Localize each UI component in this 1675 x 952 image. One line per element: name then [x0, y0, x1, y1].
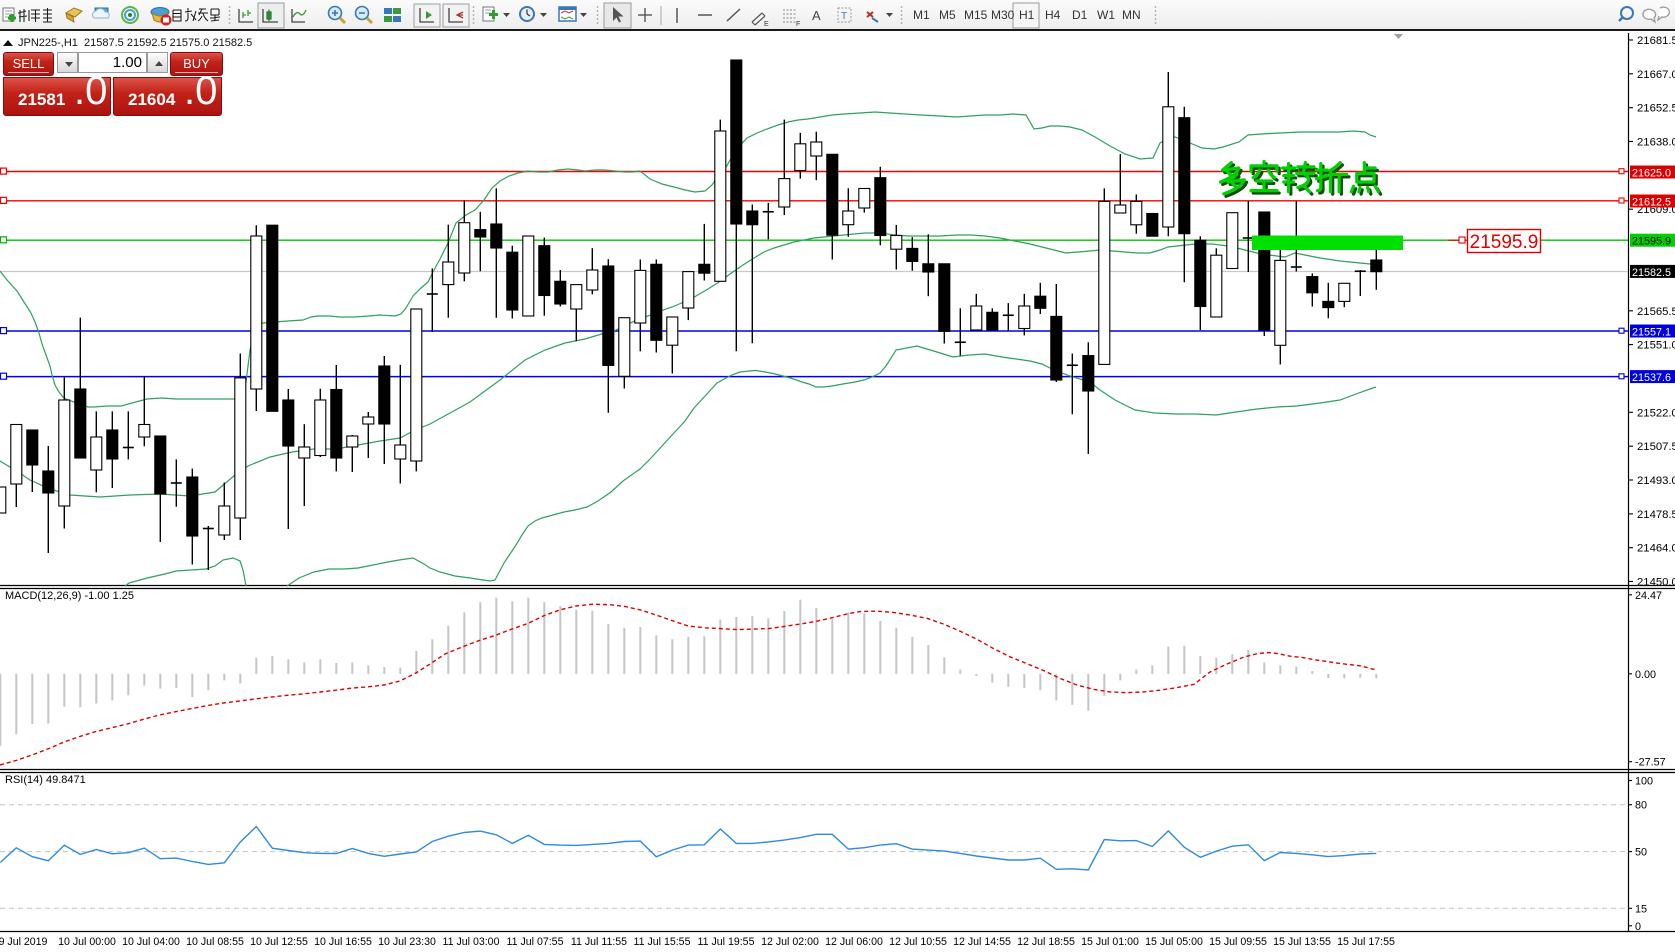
svg-text:21582.5: 21582.5 [1632, 267, 1671, 279]
svg-text:12 Jul 02:00: 12 Jul 02:00 [761, 936, 819, 948]
svg-text:10 Jul 16:55: 10 Jul 16:55 [314, 936, 372, 948]
svg-text:10 Jul 12:55: 10 Jul 12:55 [250, 936, 308, 948]
svg-text:E: E [764, 21, 769, 28]
svg-text:F: F [796, 21, 800, 28]
svg-text:11 Jul 07:55: 11 Jul 07:55 [507, 936, 564, 948]
svg-text:12 Jul 14:55: 12 Jul 14:55 [953, 936, 1011, 948]
svg-text:21507.5: 21507.5 [1637, 441, 1675, 453]
svg-text:11 Jul 11:55: 11 Jul 11:55 [571, 936, 627, 948]
svg-text:21612.5: 21612.5 [1632, 197, 1671, 209]
svg-text:10 Jul 00:00: 10 Jul 00:00 [58, 936, 116, 948]
svg-text:21450.0: 21450.0 [1637, 577, 1675, 589]
svg-text:11 Jul 19:55: 11 Jul 19:55 [698, 936, 755, 948]
svg-text:H4: H4 [1045, 8, 1061, 22]
svg-text:12 Jul 10:55: 12 Jul 10:55 [889, 936, 947, 948]
svg-text:15 Jul 17:55: 15 Jul 17:55 [1337, 936, 1395, 948]
svg-text:H1: H1 [1019, 8, 1035, 22]
svg-text:12 Jul 18:55: 12 Jul 18:55 [1017, 936, 1075, 948]
svg-text:W1: W1 [1097, 8, 1115, 22]
svg-text:12 Jul 06:00: 12 Jul 06:00 [825, 936, 883, 948]
svg-text:11 Jul 15:55: 11 Jul 15:55 [634, 936, 691, 948]
svg-text:21478.5: 21478.5 [1637, 509, 1675, 521]
svg-text:15 Jul 01:00: 15 Jul 01:00 [1081, 936, 1139, 948]
svg-text:21681.5: 21681.5 [1637, 35, 1675, 47]
svg-text:0: 0 [1635, 921, 1641, 933]
svg-text:MN: MN [1122, 8, 1141, 22]
svg-text:RSI(14) 49.8471: RSI(14) 49.8471 [5, 774, 86, 786]
svg-text:21537.6: 21537.6 [1632, 372, 1671, 384]
svg-text:M30: M30 [991, 8, 1015, 22]
svg-text:15 Jul 05:00: 15 Jul 05:00 [1145, 936, 1203, 948]
svg-text:11 Jul 03:00: 11 Jul 03:00 [443, 936, 500, 948]
svg-text:15: 15 [1635, 903, 1647, 915]
svg-text:15 Jul 09:55: 15 Jul 09:55 [1209, 936, 1267, 948]
svg-text:21638.0: 21638.0 [1637, 137, 1675, 149]
svg-text:15 Jul 13:55: 15 Jul 13:55 [1273, 936, 1331, 948]
svg-text:-27.57: -27.57 [1635, 757, 1666, 769]
svg-text:M5: M5 [939, 8, 956, 22]
svg-text:0.00: 0.00 [1635, 669, 1656, 681]
svg-text:21595.9: 21595.9 [1470, 232, 1539, 253]
svg-text:21625.0: 21625.0 [1632, 168, 1671, 180]
svg-text:A: A [812, 8, 821, 23]
svg-text:21551.0: 21551.0 [1637, 340, 1675, 352]
svg-text:80: 80 [1635, 800, 1647, 812]
svg-text:21652.5: 21652.5 [1637, 103, 1675, 115]
svg-text:9 Jul 2019: 9 Jul 2019 [0, 936, 48, 948]
svg-text:50: 50 [1635, 847, 1647, 859]
svg-text:21565.5: 21565.5 [1637, 306, 1675, 318]
svg-text:21464.0: 21464.0 [1637, 543, 1675, 555]
svg-text:M15: M15 [964, 8, 988, 22]
svg-text:T: T [841, 11, 847, 22]
svg-text:M1: M1 [913, 8, 930, 22]
svg-text:21557.1: 21557.1 [1632, 327, 1671, 339]
svg-text:10 Jul 23:30: 10 Jul 23:30 [378, 936, 436, 948]
svg-text:24.47: 24.47 [1635, 590, 1662, 602]
svg-text:21493.0: 21493.0 [1637, 475, 1675, 487]
svg-text:10 Jul 08:55: 10 Jul 08:55 [186, 936, 244, 948]
svg-text:21595.9: 21595.9 [1632, 236, 1671, 248]
svg-text:21522.0: 21522.0 [1637, 407, 1675, 419]
svg-text:21667.0: 21667.0 [1637, 69, 1675, 81]
svg-text:10 Jul 04:00: 10 Jul 04:00 [122, 936, 180, 948]
svg-text:D1: D1 [1072, 8, 1088, 22]
svg-text:100: 100 [1635, 776, 1653, 788]
svg-text:MACD(12,26,9) -1.00 1.25: MACD(12,26,9) -1.00 1.25 [5, 590, 134, 602]
